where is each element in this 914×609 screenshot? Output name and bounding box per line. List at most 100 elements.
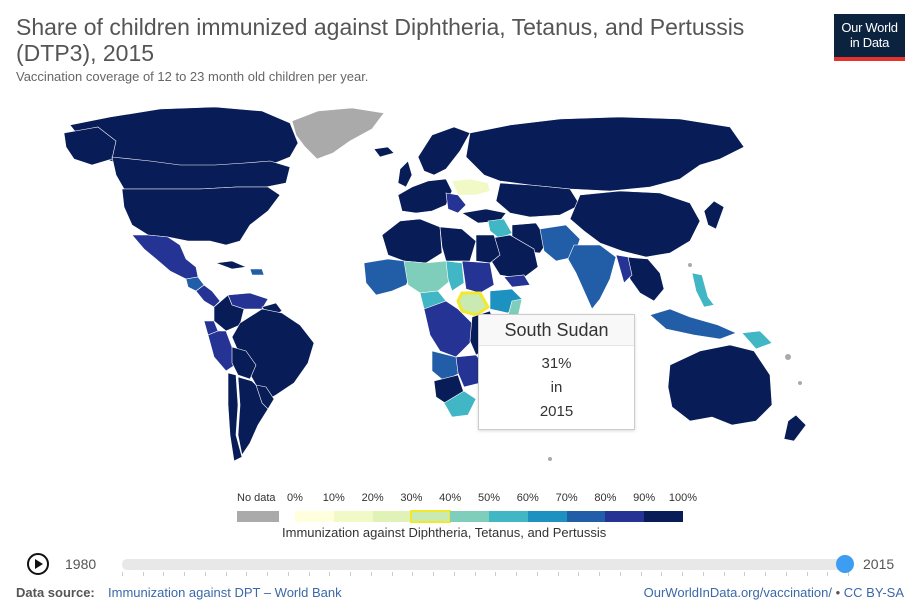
legend-bin[interactable] bbox=[644, 511, 683, 522]
country-korea-japan[interactable] bbox=[703, 200, 725, 230]
legend-bin[interactable] bbox=[333, 511, 373, 522]
legend-tick-label: 90% bbox=[633, 492, 656, 504]
timeline-tick bbox=[536, 572, 538, 576]
country-myanmar[interactable] bbox=[615, 254, 633, 284]
timeline-tick bbox=[848, 572, 849, 576]
chart-subtitle: Vaccination coverage of 12 to 23 month o… bbox=[16, 69, 369, 84]
legend-tick-label: 40% bbox=[439, 492, 462, 504]
legend-tick-label: 10% bbox=[322, 492, 345, 504]
timeline-tick bbox=[308, 572, 310, 576]
play-button[interactable] bbox=[27, 553, 49, 575]
country-mexico[interactable] bbox=[131, 234, 199, 280]
country-bolivia[interactable] bbox=[231, 346, 257, 380]
country-libya[interactable] bbox=[439, 226, 477, 262]
timeline-tick bbox=[578, 572, 580, 576]
timeline-handle[interactable] bbox=[836, 555, 854, 573]
timeline-tick bbox=[122, 572, 123, 576]
country-philippines[interactable] bbox=[691, 272, 715, 308]
owid-logo[interactable]: Our World in Data bbox=[834, 14, 905, 61]
country-egypt[interactable] bbox=[475, 234, 501, 264]
source-label: Data source: bbox=[16, 585, 95, 600]
timeline-tick bbox=[267, 572, 269, 576]
map-islands bbox=[548, 263, 802, 461]
country-new-zealand[interactable] bbox=[783, 414, 807, 442]
timeline-tick bbox=[495, 572, 497, 576]
country-iceland[interactable] bbox=[373, 146, 395, 158]
timeline-tick bbox=[806, 572, 808, 576]
timeline-tick bbox=[557, 572, 559, 576]
country-united-states[interactable] bbox=[121, 186, 281, 246]
country-chad[interactable] bbox=[445, 260, 465, 292]
country-cuba[interactable] bbox=[215, 260, 248, 270]
country-paraguay-uruguay[interactable] bbox=[255, 384, 275, 410]
world-map[interactable] bbox=[0, 95, 914, 480]
timeline-tick bbox=[765, 572, 767, 576]
timeline-tick bbox=[723, 572, 725, 576]
timeline-tick bbox=[619, 572, 621, 576]
country-west-africa-sahel[interactable] bbox=[363, 258, 415, 296]
source-link[interactable]: Immunization against DPT – World Bank bbox=[108, 585, 342, 600]
country-south-sudan[interactable] bbox=[456, 291, 490, 317]
country-chile[interactable] bbox=[227, 372, 243, 462]
timeline-tick bbox=[163, 572, 165, 576]
country-scandinavia[interactable] bbox=[417, 126, 471, 176]
country-turkey[interactable] bbox=[461, 208, 507, 224]
country-ukraine[interactable] bbox=[451, 178, 491, 196]
legend-bin[interactable] bbox=[488, 511, 528, 522]
country-alaska[interactable] bbox=[63, 126, 117, 166]
tooltip-connector: in bbox=[550, 379, 563, 396]
country-central-africa[interactable] bbox=[423, 300, 473, 358]
timeline-tick bbox=[516, 572, 518, 576]
legend-color-scale[interactable] bbox=[295, 510, 683, 523]
country-kazakhstan-central-asia[interactable] bbox=[495, 182, 581, 218]
country-australia[interactable] bbox=[667, 344, 773, 426]
legend-tick-label: 20% bbox=[361, 492, 384, 504]
timeline-tick bbox=[246, 572, 248, 576]
country-mongolia-china[interactable] bbox=[569, 190, 701, 258]
timeline-tick bbox=[640, 572, 642, 576]
country-south-africa[interactable] bbox=[443, 390, 477, 418]
timeline-tick bbox=[184, 572, 186, 576]
country-sudan[interactable] bbox=[461, 260, 495, 294]
country-uk[interactable] bbox=[397, 160, 413, 188]
legend-title: Immunization against Diphtheria, Tetanus… bbox=[282, 525, 607, 540]
island-no-data-2 bbox=[798, 381, 802, 385]
map-land bbox=[63, 106, 807, 462]
legend-tick-label: 50% bbox=[477, 492, 501, 504]
tooltip-country: South Sudan bbox=[479, 315, 634, 346]
legend-bin[interactable] bbox=[410, 510, 452, 523]
country-central-america[interactable] bbox=[195, 284, 221, 308]
country-yemen[interactable] bbox=[503, 274, 531, 288]
legend-bin[interactable] bbox=[566, 511, 606, 522]
legend-tick-label: 0% bbox=[287, 492, 303, 504]
country-hispaniola[interactable] bbox=[249, 268, 265, 276]
legend-bin[interactable] bbox=[372, 511, 412, 522]
legend-bin[interactable] bbox=[450, 511, 489, 522]
legend-no-data-swatch[interactable] bbox=[237, 511, 279, 522]
country-balkans[interactable] bbox=[445, 192, 467, 214]
timeline-tick bbox=[204, 572, 206, 576]
tooltip-year: 2015 bbox=[539, 403, 574, 420]
country-colombia[interactable] bbox=[213, 294, 245, 332]
country-southeast-asia[interactable] bbox=[625, 256, 665, 302]
country-indonesia[interactable] bbox=[649, 308, 737, 340]
timeline-tick bbox=[433, 572, 435, 576]
owid-url-link[interactable]: OurWorldInData.org/vaccination/ bbox=[643, 585, 832, 600]
country-papua-new-guinea[interactable] bbox=[741, 330, 773, 350]
legend-bin[interactable] bbox=[295, 511, 334, 522]
country-russia[interactable] bbox=[465, 116, 745, 192]
legend-bin[interactable] bbox=[527, 511, 567, 522]
country-mali-niger[interactable] bbox=[403, 260, 451, 294]
license-link[interactable]: CC BY-SA bbox=[843, 585, 904, 600]
country-greenland[interactable] bbox=[291, 107, 385, 160]
island-no-data-3 bbox=[688, 263, 692, 267]
timeline-start-year: 1980 bbox=[65, 556, 97, 572]
timeline-tick bbox=[661, 572, 663, 576]
legend-bin[interactable] bbox=[605, 511, 645, 522]
country-morocco-algeria[interactable] bbox=[381, 218, 443, 264]
timeline-tick bbox=[412, 572, 414, 576]
timeline-track[interactable] bbox=[122, 559, 848, 570]
island-no-data-4 bbox=[548, 457, 552, 461]
color-legend: No data 0% 10% 20% 30% 40% 50% 60% 70% 80% 90% 100… bbox=[0, 490, 914, 545]
country-india[interactable] bbox=[567, 244, 617, 310]
